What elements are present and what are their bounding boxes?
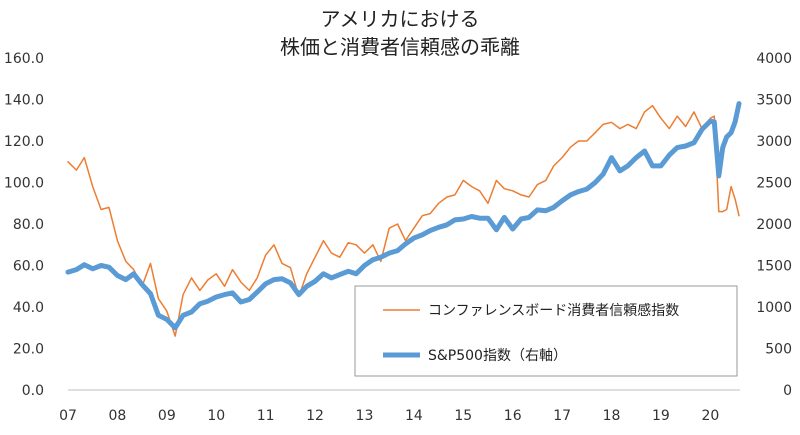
right-tick-label: 2500 bbox=[756, 176, 792, 192]
series-layer bbox=[65, 101, 742, 337]
chart-title-line-2: 株価と消費者信頼感の乖離 bbox=[280, 35, 520, 59]
right-tick-label: 2000 bbox=[756, 217, 792, 233]
left-tick-label: 40.0 bbox=[13, 300, 44, 316]
x-tick-label: 20 bbox=[701, 408, 719, 424]
right-tick-label: 500 bbox=[765, 342, 792, 358]
x-tick-label: 10 bbox=[207, 408, 225, 424]
left-axis: 0.0 20.0 40.0 60.0 80.0 100.0 120.0 140.0 160.0 bbox=[4, 51, 44, 399]
x-tick-label: 14 bbox=[405, 408, 423, 424]
x-tick-label: 07 bbox=[59, 408, 77, 424]
series-line-sp500 bbox=[65, 101, 742, 331]
x-tick-label: 19 bbox=[652, 408, 670, 424]
right-tick-label: 1000 bbox=[756, 300, 792, 316]
x-axis: 07 08 09 10 11 12 13 14 15 16 17 18 19 20 bbox=[59, 389, 740, 424]
right-tick-label: 3000 bbox=[756, 134, 792, 150]
left-tick-label: 0.0 bbox=[22, 383, 44, 399]
x-tick-label: 11 bbox=[257, 408, 275, 424]
right-tick-label: 1500 bbox=[756, 259, 792, 275]
left-tick-label: 80.0 bbox=[13, 217, 44, 233]
left-tick-label: 120.0 bbox=[4, 134, 44, 150]
left-tick-label: 160.0 bbox=[4, 51, 44, 67]
right-axis: 0 500 1000 1500 2000 2500 3000 3500 4000 bbox=[756, 51, 792, 399]
legend-label-confidence: コンファレンスボード消費者信頼感指数 bbox=[428, 302, 679, 319]
legend: コンファレンスボード消費者信頼感指数 S&P500指数（右軸） bbox=[354, 285, 738, 377]
left-tick-label: 100.0 bbox=[4, 176, 44, 192]
x-tick-label: 15 bbox=[454, 408, 472, 424]
x-tick-label: 13 bbox=[356, 408, 374, 424]
chart-title: アメリカにおける 株価と消費者信頼感の乖離 bbox=[280, 7, 520, 59]
left-tick-label: 140.0 bbox=[4, 93, 44, 109]
right-tick-label: 3500 bbox=[756, 93, 792, 109]
x-tick-label: 09 bbox=[158, 408, 176, 424]
legend-label-sp500: S&P500指数（右軸） bbox=[428, 348, 567, 364]
x-tick-label: 08 bbox=[108, 408, 126, 424]
x-tick-label: 18 bbox=[603, 408, 621, 424]
legend-box bbox=[354, 285, 738, 377]
right-tick-label: 4000 bbox=[756, 51, 792, 67]
x-tick-label: 16 bbox=[504, 408, 522, 424]
x-tick-label: 12 bbox=[306, 408, 324, 424]
chart-title-line-1: アメリカにおける bbox=[321, 7, 480, 31]
left-tick-label: 60.0 bbox=[13, 259, 44, 275]
series-line-confidence bbox=[67, 104, 740, 337]
left-tick-label: 20.0 bbox=[13, 342, 44, 358]
x-tick-label: 17 bbox=[553, 408, 571, 424]
right-tick-label: 0 bbox=[783, 383, 792, 399]
